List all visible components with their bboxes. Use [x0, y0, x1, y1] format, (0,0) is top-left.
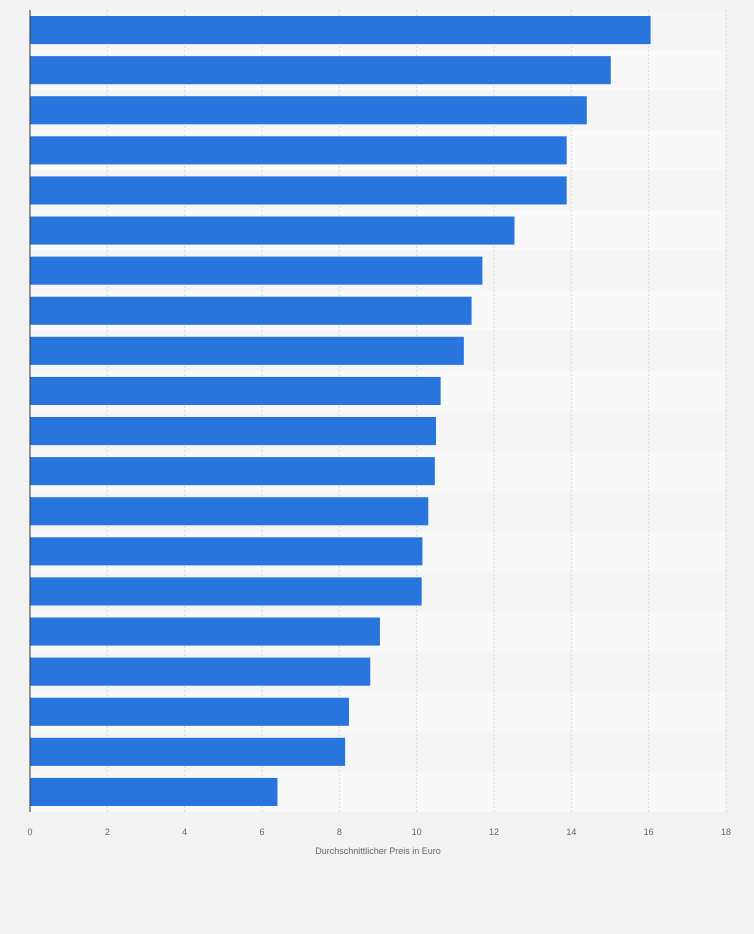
bar[interactable] — [30, 657, 371, 686]
bar[interactable] — [30, 577, 422, 606]
bar[interactable] — [30, 176, 567, 205]
bar[interactable] — [30, 777, 278, 806]
bar[interactable] — [30, 697, 349, 726]
bar[interactable] — [30, 737, 346, 766]
x-axis-title: Durchschnittlicher Preis in Euro — [315, 846, 441, 856]
x-tick-label: 18 — [721, 827, 731, 837]
bar[interactable] — [30, 537, 423, 566]
row-bands — [30, 10, 726, 812]
bar[interactable] — [30, 256, 483, 285]
bar[interactable] — [30, 497, 429, 526]
x-tick-label: 6 — [259, 827, 264, 837]
x-tick-label: 10 — [412, 827, 422, 837]
bar[interactable] — [30, 296, 472, 325]
x-tick-label: 0 — [27, 827, 32, 837]
x-tick-labels: 0 2 4 6 8 10 12 14 16 18 — [27, 827, 731, 837]
bar[interactable] — [30, 417, 436, 446]
bar[interactable] — [30, 16, 651, 45]
x-tick-label: 2 — [105, 827, 110, 837]
bars-group — [30, 16, 651, 806]
bar[interactable] — [30, 457, 435, 486]
x-tick-label: 8 — [337, 827, 342, 837]
bar[interactable] — [30, 56, 611, 85]
bar[interactable] — [30, 376, 441, 405]
bar[interactable] — [30, 136, 567, 165]
x-tick-label: 14 — [566, 827, 576, 837]
bar[interactable] — [30, 617, 380, 646]
x-tick-label: 16 — [644, 827, 654, 837]
bar[interactable] — [30, 336, 464, 365]
bar[interactable] — [30, 216, 515, 245]
x-tick-label: 12 — [489, 827, 499, 837]
x-tick-label: 4 — [182, 827, 187, 837]
bar[interactable] — [30, 96, 587, 125]
